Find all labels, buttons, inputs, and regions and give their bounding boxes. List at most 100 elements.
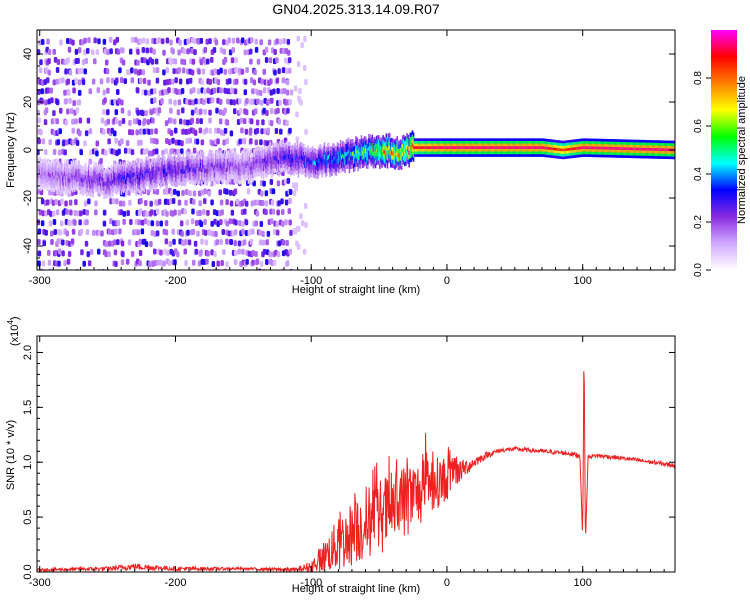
spectrogram-ridge-cell — [345, 152, 348, 157]
spectrogram-ridge-cell — [86, 179, 89, 184]
spectrogram-noise-cell — [69, 209, 73, 216]
spectrogram-ridge-cell — [69, 178, 72, 183]
spectrogram-noise-cell — [260, 128, 264, 135]
spectrogram-ridge-cell — [63, 178, 65, 183]
spectrogram-noise-cell — [139, 139, 143, 146]
spectrogram-noise-cell — [242, 118, 247, 125]
spectrogram-ridge-cell — [47, 171, 50, 177]
spectrogram-ridge-cell — [462, 146, 465, 149]
spectrogram-noise-cell — [203, 229, 208, 236]
spectrogram-noise-cell — [117, 148, 121, 155]
spectrogram-ridge-cell — [582, 146, 584, 149]
spectrogram-noise-cell — [278, 38, 283, 45]
spectrogram-ridge-cell — [65, 178, 67, 183]
spectrogram-ridge-cell — [410, 145, 413, 150]
spectrogram-ridge-cell — [194, 169, 197, 174]
spectrogram-ridge-cell — [649, 148, 652, 151]
spectrogram-ridge-cell — [91, 179, 93, 184]
spectrogram-noise-cell — [191, 270, 195, 276]
spectrogram-noise-cell — [242, 138, 247, 145]
spectrogram-noise-cell — [103, 48, 108, 55]
spectrogram-noise-cell — [38, 209, 43, 216]
spectrogram-noise-cell — [176, 251, 180, 258]
spectrogram-ridge-cell — [481, 146, 483, 149]
spectrogram-noise-cell — [268, 251, 272, 258]
spectrogram-noise-cell — [233, 88, 238, 95]
spectrogram-ridge-cell — [415, 146, 418, 149]
spectrogram-ridge-cell — [55, 170, 58, 176]
spectrogram-noise-cell — [55, 67, 60, 74]
spectrogram-noise-cell — [239, 107, 243, 114]
snr-multiplier: (x104) — [6, 316, 21, 346]
spectrogram-ridge-cell — [496, 146, 498, 149]
y-tick-label: 1.5 — [22, 400, 34, 415]
spectrogram-noise-cell — [215, 107, 219, 114]
spectrogram-ridge-cell — [137, 176, 140, 181]
spectrogram-noise-cell — [130, 77, 135, 84]
spectrogram-ridge-cell — [663, 148, 666, 152]
spectrogram-noise-cell — [107, 240, 112, 247]
spectrogram-noise-cell — [176, 109, 181, 116]
spectrogram-noise-cell — [208, 127, 212, 134]
spectrogram-noise-cell — [229, 200, 234, 207]
spectrogram-noise-cell — [281, 239, 286, 246]
spectrogram-noise-cell — [251, 228, 255, 235]
spectrogram-ridge-cell — [418, 146, 420, 149]
spectrogram-noise-cell — [264, 190, 269, 197]
spectrogram-noise-cell — [55, 99, 60, 106]
spectrogram-noise-cell — [107, 138, 111, 145]
spectrogram-ridge-cell — [167, 166, 169, 171]
spectrogram-ridge-cell — [431, 146, 433, 149]
spectrogram-ridge-cell — [593, 146, 595, 150]
spectrogram-noise-cell — [60, 198, 64, 205]
spectrogram-ridge-cell — [507, 146, 509, 149]
spectrogram-noise-cell — [106, 109, 110, 116]
spectrogram-ridge-cell — [129, 174, 131, 179]
spectrogram-noise-cell — [196, 88, 201, 95]
spectrogram-noise-cell — [225, 188, 229, 195]
spectrogram-noise-cell — [84, 240, 89, 247]
spectrogram-ridge-cell — [280, 155, 282, 160]
spectrogram-noise-cell — [152, 97, 157, 104]
spectrogram-ridge-cell — [637, 147, 640, 151]
spectrogram-noise-cell — [257, 268, 262, 270]
spectrogram-noise-cell — [70, 108, 74, 115]
spectrogram-noise-cell — [216, 138, 220, 145]
spectrogram-noise-cell — [111, 229, 115, 236]
spectrogram-noise-cell — [145, 211, 149, 218]
spectrogram-noise-cell — [152, 67, 157, 74]
spectrogram-noise-cell — [77, 47, 82, 54]
spectrogram-ridge-cell — [127, 173, 129, 178]
spectrogram-ridge-cell — [146, 168, 149, 174]
spectrogram-ridge-cell — [143, 175, 146, 180]
spectrogram-ridge-cell — [168, 165, 171, 170]
spectrogram-ridge-cell — [76, 174, 78, 179]
spectrogram-noise-cell — [40, 88, 44, 95]
spectrogram-ridge-cell — [662, 148, 665, 151]
spectrogram-ridge-cell — [641, 147, 644, 151]
spectrogram-noise-cell — [103, 149, 108, 156]
spectrogram-noise-cell — [184, 129, 188, 136]
spectrogram-noise-cell — [296, 35, 301, 42]
spectrogram-noise-cell — [250, 37, 254, 44]
spectrogram-ridge-cell — [487, 146, 490, 149]
spectrogram-noise-cell — [192, 87, 196, 94]
spectrogram-noise-cell — [304, 128, 308, 135]
spectrogram-ridge-cell — [217, 162, 219, 168]
spectrogram-noise-cell — [137, 219, 142, 226]
spectrogram-ridge-cell — [330, 158, 332, 163]
spectrogram-noise-cell — [288, 189, 293, 196]
spectrogram-ridge-cell — [288, 154, 291, 159]
spectrogram-ridge-cell — [281, 155, 283, 160]
spectrogram-noise-cell — [214, 127, 218, 134]
spectrogram-noise-cell — [128, 129, 132, 136]
spectrogram-ridge-cell — [299, 154, 302, 159]
spectrogram-noise-cell — [117, 98, 121, 105]
spectrogram-ridge-cell — [595, 146, 597, 150]
spectrogram-noise-cell — [260, 78, 265, 85]
spectrogram-noise-cell — [175, 88, 179, 95]
spectrogram-noise-cell — [243, 49, 248, 56]
spectrogram-ridge-cell — [644, 147, 646, 151]
x-tick-label: -200 — [164, 275, 186, 287]
